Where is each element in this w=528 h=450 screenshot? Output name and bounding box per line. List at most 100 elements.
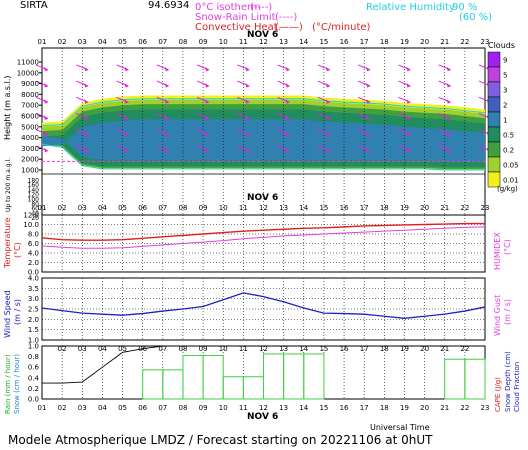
wind-arrow-head — [366, 131, 371, 137]
hour-tick-label: 20 — [420, 404, 429, 412]
wind-arrow-head — [285, 115, 290, 120]
colorbar-level: 1 — [503, 117, 507, 125]
hour-tick-label: 19 — [400, 204, 409, 212]
height-tick-label: 10000 — [17, 69, 39, 77]
temp-tick-label: 4.0 — [28, 250, 39, 258]
wind-speed-line — [41, 292, 486, 319]
height-tick-label: 100 — [28, 196, 40, 203]
colorbar-swatch — [487, 111, 501, 128]
hour-tick-label: 20 — [420, 204, 429, 212]
wind-arrow-head — [285, 83, 290, 88]
wind-arrow-head — [406, 66, 411, 72]
hour-tick-label: 17 — [360, 404, 369, 412]
hour-tick-label: 04 — [98, 204, 107, 212]
height-tick-label: 4000 — [21, 134, 39, 142]
wind-arrow-head — [164, 115, 169, 120]
wind-arrow-head — [205, 99, 210, 104]
colorbar-swatch — [487, 156, 501, 173]
height-tick-label: 6000 — [21, 113, 39, 121]
rh-contour — [41, 98, 486, 127]
hour-tick-label: 08 — [178, 204, 187, 212]
date-label-bottom: NOV 6 — [247, 412, 278, 422]
wind-arrow-head — [245, 115, 250, 120]
hour-tick-label: 17 — [360, 38, 369, 46]
hour-tick-label: 06 — [138, 204, 147, 212]
wind-arrow-head — [164, 99, 169, 104]
date-label-top: NOV 6 — [247, 30, 278, 40]
hour-tick-label: 02 — [58, 38, 67, 46]
hour-tick-label: 03 — [78, 204, 87, 212]
wind-arrow-head — [406, 115, 411, 120]
hour-tick-label: 22 — [460, 38, 469, 46]
hour-tick-label: 10 — [219, 38, 228, 46]
colorbar-level: 0.01 — [503, 177, 519, 185]
hour-tick-label: 04 — [98, 404, 107, 412]
hour-tick-label: 13 — [279, 38, 288, 46]
hour-tick-label: 11 — [239, 204, 248, 212]
wind-arrow-head — [164, 66, 169, 72]
wind-arrow-head — [325, 99, 330, 104]
colorbar-level: 0.5 — [503, 132, 514, 140]
height-tick-label: 120 — [28, 192, 40, 199]
colorbar-level: 5 — [503, 72, 507, 80]
hour-tick-label: 16 — [340, 38, 349, 46]
wind-arrow-head — [44, 99, 48, 104]
wind-arrow-head — [406, 131, 411, 137]
wind-arrow-head — [446, 147, 451, 153]
height-axis-label: Height (m a.s.l.) — [3, 76, 12, 141]
wind-arrow-head — [285, 147, 290, 153]
wind-arrow-head — [124, 147, 129, 153]
rain-panel: 02 03 04 05 06 07 08 09 10 11 12 13 14 15 16 17 18 19 20 21… — [28, 343, 486, 404]
wind-panel: 4.0 3.5 3.0 2.5 2.0 1.5 1.0 — [28, 275, 486, 345]
height-axis: 11000 10000 9000 8000 7000 6000 5000 4000 3000 20… — [17, 59, 42, 222]
legend-convective-unit: (°C/minute) — [312, 22, 371, 33]
hour-tick-label: 13 — [279, 204, 288, 212]
rain-tick-label: 0.8 — [28, 353, 39, 361]
wind-arrow-head — [84, 83, 89, 88]
hour-tick-label: 16 — [340, 204, 349, 212]
colorbar-swatch — [487, 66, 501, 83]
hour-tick-label: 11 — [239, 38, 248, 46]
hour-tick-label: 18 — [380, 404, 389, 412]
hour-tick-label: 10 — [219, 204, 228, 212]
colorbar-level: 0.2 — [503, 147, 514, 155]
wind-arrow-head — [164, 147, 169, 153]
hour-tick-label: 03 — [78, 404, 87, 412]
wind-arrow-head — [205, 66, 210, 72]
station-coords: 94.6934 — [148, 0, 189, 11]
wind-arrow-head — [205, 83, 210, 88]
wind-arrow-head — [406, 83, 411, 88]
colorbar-level: 3 — [503, 87, 507, 95]
wind-arrow-head — [325, 115, 330, 120]
height-tick-label: 8000 — [21, 91, 39, 99]
rain-label: Rain (mm / hour) — [4, 354, 12, 414]
humidex-line — [41, 226, 486, 249]
temperature-line — [41, 222, 485, 241]
height-tick-label: 7000 — [21, 102, 39, 110]
wind-arrow-head — [406, 99, 411, 104]
hour-tick-label: 18 — [380, 204, 389, 212]
wind-tick-label: 2.0 — [28, 316, 39, 324]
wind-gust-label: Wind Gust — [493, 295, 502, 336]
hour-tick-label: 11 — [239, 404, 248, 412]
wind-arrow-head — [446, 131, 451, 137]
cloud-fraction-label: Cloud Fraction — [513, 362, 521, 412]
height-tick-label: 1000 — [21, 167, 39, 175]
hour-tick-label: 01 — [38, 38, 47, 46]
wind-arrow-head — [366, 66, 371, 72]
rain-tick-label: 0.4 — [28, 374, 40, 382]
legend-rh-90: 90 % — [452, 2, 477, 13]
hour-tick-label: 07 — [158, 404, 167, 412]
hour-tick-label: 15 — [319, 404, 328, 412]
wind-arrow-head — [446, 66, 451, 72]
cloud-colorbar: 9 5 3 2 1 0.5 0.2 0.05 0.01 — [487, 51, 519, 188]
colorbar-level: 0.05 — [503, 162, 519, 170]
wind-arrow-head — [245, 131, 250, 137]
wind-arrow-head — [84, 66, 89, 72]
wind-arrow-head — [245, 66, 250, 72]
wind-arrow-head — [325, 147, 330, 153]
legend-rh-label: Relative Humidity — [366, 2, 455, 13]
hour-tick-label: 02 — [58, 204, 67, 212]
temp-tick-label: 12.0 — [23, 212, 39, 220]
